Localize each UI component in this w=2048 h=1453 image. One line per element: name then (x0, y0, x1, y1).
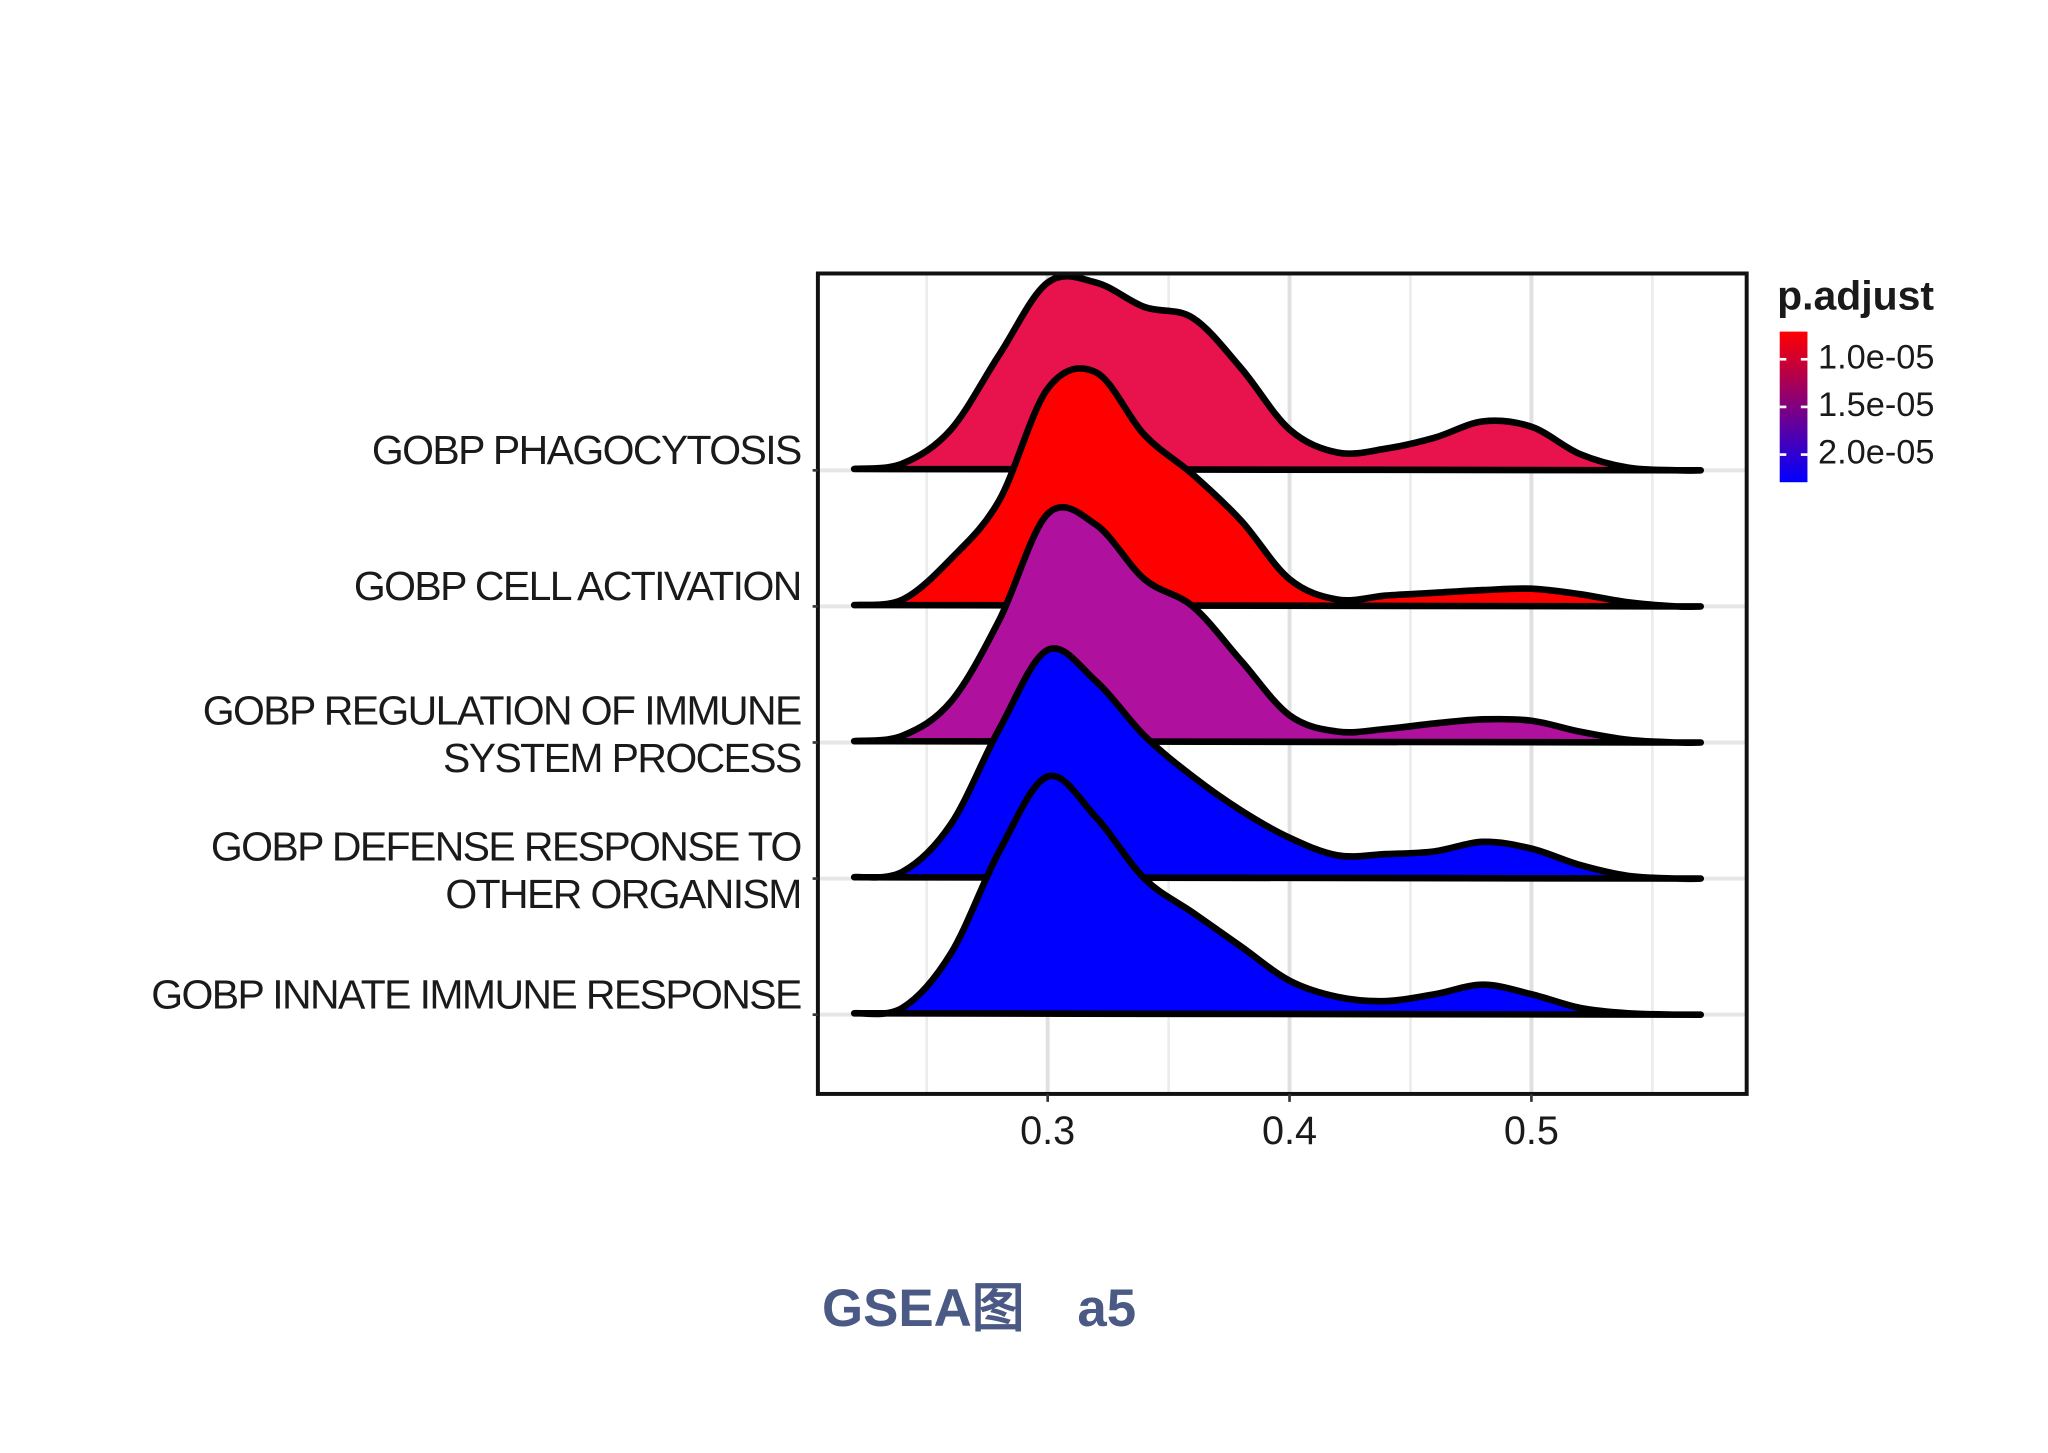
y-tick-label: GOBP CELL ACTIVATION (354, 563, 801, 609)
x-tick-label: 0.4 (1262, 1109, 1317, 1153)
legend-title: p.adjust (1777, 272, 1934, 318)
y-tick-label: GOBP INNATE IMMUNE RESPONSE (151, 971, 801, 1017)
y-tick-label: GOBP REGULATION OF IMMUNE SYSTEM PROCESS (203, 687, 801, 781)
ridge (850, 772, 1705, 1019)
legend-label: 1.0e-05 (1818, 338, 1934, 376)
caption: GSEA图 a5 (822, 1279, 1136, 1338)
legend-label: 2.0e-05 (1818, 434, 1934, 472)
x-tick-label: 0.3 (1020, 1109, 1075, 1153)
y-tick-label: GOBP DEFENSE RESPONSE TO OTHER ORGANISM (211, 823, 801, 917)
x-tick-label: 0.5 (1504, 1109, 1559, 1153)
legend-label: 1.5e-05 (1818, 386, 1934, 424)
y-tick-label: GOBP PHAGOCYTOSIS (372, 427, 801, 473)
panel-border (815, 271, 1749, 1096)
